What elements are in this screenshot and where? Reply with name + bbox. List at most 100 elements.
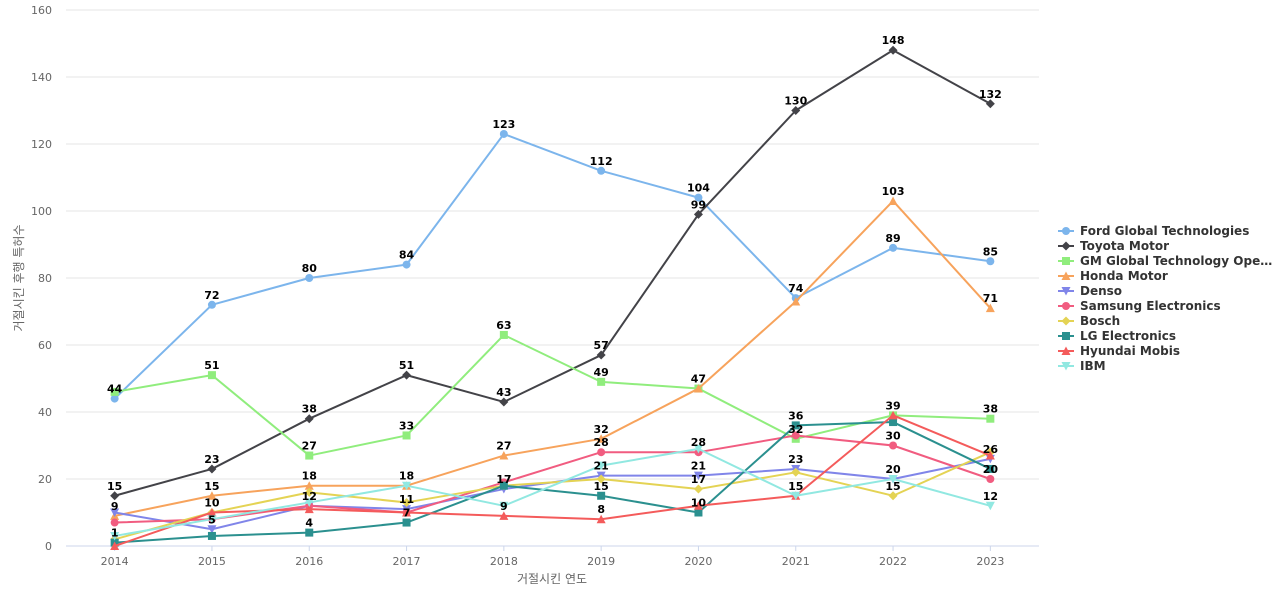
series-line-gm-global-technology-operat [113, 333, 992, 457]
y-tick-label: 80 [38, 272, 52, 285]
data-label: 17 [496, 473, 511, 486]
x-tick-label: 2023 [976, 555, 1004, 568]
data-label: 39 [885, 399, 900, 412]
data-label: 21 [593, 460, 608, 473]
data-point-ford-global-technologies [305, 274, 314, 282]
data-label: 15 [204, 480, 219, 493]
data-point-toyota-motor [985, 99, 995, 109]
series-line-bosch [113, 451, 992, 541]
series-line-ford-global-technologies [113, 132, 992, 400]
legend-symbol-ibm [1058, 361, 1074, 370]
legend-label: Toyota Motor [1080, 238, 1169, 253]
data-label: 4 [305, 517, 313, 530]
data-label: 99 [691, 198, 706, 211]
legend-item-lg-electronics[interactable]: LG Electronics [1058, 328, 1278, 343]
data-point-ford-global-technologies [499, 129, 508, 138]
data-point-toyota-motor [596, 350, 606, 360]
legend-symbol-bosch [1058, 316, 1074, 325]
grid-lines [66, 9, 1039, 547]
data-point-samsung-electronics [889, 441, 898, 450]
data-label: 57 [593, 339, 608, 352]
legend-symbol-gm-global-technology-operat [1058, 256, 1074, 265]
data-point-lg-electronics [499, 481, 508, 490]
y-tick-label: 120 [31, 138, 52, 151]
data-label: 8 [597, 503, 605, 516]
y-tick-label: 160 [31, 4, 52, 17]
data-point-ibm [791, 491, 801, 501]
data-point-honda-motor [693, 384, 703, 393]
series-line-hyundai-mobis [113, 414, 992, 547]
legend-marker [1062, 226, 1070, 235]
legend-item-toyota-motor[interactable]: Toyota Motor [1058, 238, 1278, 253]
data-point-lg-electronics [207, 531, 216, 540]
data-point-ford-global-technologies [110, 394, 119, 403]
data-label: 51 [399, 359, 414, 372]
data-point-bosch [888, 491, 898, 501]
legend-symbol-hyundai-mobis [1058, 346, 1074, 355]
data-point-toyota-motor [888, 45, 898, 55]
data-point-honda-motor [499, 451, 509, 460]
legend-item-hyundai-mobis[interactable]: Hyundai Mobis [1058, 343, 1278, 358]
data-label: 18 [302, 470, 317, 483]
legend-item-samsung-electronics[interactable]: Samsung Electronics [1058, 298, 1278, 313]
legend-marker [1061, 361, 1071, 370]
data-point-samsung-electronics [597, 448, 606, 457]
data-point-honda-motor [985, 303, 995, 313]
legend-symbol-toyota-motor [1058, 241, 1074, 250]
data-label: 130 [784, 95, 807, 108]
data-label: 32 [593, 423, 608, 436]
data-label: 28 [691, 436, 706, 449]
data-label: 15 [107, 480, 122, 493]
data-label: 112 [590, 155, 613, 168]
data-label: 132 [979, 88, 1002, 101]
data-label: 74 [788, 282, 804, 295]
series-line-samsung-electronics [113, 434, 992, 524]
series-ford-global-technologies [110, 129, 995, 403]
legend-item-ford-global-technologies[interactable]: Ford Global Technologies [1058, 223, 1278, 238]
y-tick-label: 0 [45, 540, 52, 553]
data-label: 49 [593, 366, 608, 379]
data-point-lg-electronics [986, 464, 995, 473]
data-point-toyota-motor [791, 106, 801, 115]
legend-item-bosch[interactable]: Bosch [1058, 313, 1278, 328]
data-point-hyundai-mobis [693, 501, 703, 510]
y-tick-label: 20 [38, 473, 52, 486]
series-line-toyota-motor [113, 49, 992, 497]
legend-item-ibm[interactable]: IBM [1058, 358, 1278, 373]
data-label: 15 [593, 480, 608, 493]
legend-symbol-ford-global-technologies [1058, 226, 1074, 235]
series-hyundai-mobis [110, 410, 995, 550]
data-label: 11 [399, 493, 414, 506]
legend-item-gm-global-technology-operat[interactable]: GM Global Technology Operat... [1058, 253, 1278, 268]
data-label: 26 [983, 443, 999, 456]
x-tick-label: 2019 [587, 555, 615, 568]
legend-symbol-lg-electronics [1058, 331, 1074, 340]
x-tick-label: 2020 [684, 555, 712, 568]
data-point-lg-electronics [694, 508, 703, 517]
data-label: 30 [885, 430, 901, 443]
y-axis-title: 거절시킨 후행 특허수 [11, 225, 26, 332]
x-tick-label: 2018 [490, 555, 518, 568]
data-label: 7 [403, 507, 411, 520]
legend-marker [1061, 316, 1071, 325]
data-point-gm-global-technology-operat [207, 371, 216, 380]
data-label: 103 [882, 185, 905, 198]
series-lg-electronics [110, 418, 995, 547]
legend-item-denso[interactable]: Denso [1058, 283, 1278, 298]
data-label: 28 [593, 436, 608, 449]
data-point-ibm [888, 475, 898, 484]
data-point-gm-global-technology-operat [402, 431, 411, 440]
data-point-ford-global-technologies [402, 260, 411, 269]
data-label: 10 [204, 497, 220, 510]
legend-item-honda-motor[interactable]: Honda Motor [1058, 268, 1278, 283]
legend-label: Bosch [1080, 313, 1121, 328]
data-label: 38 [983, 403, 998, 416]
legend-label: Samsung Electronics [1080, 298, 1221, 313]
data-label: 20 [885, 463, 901, 476]
data-label: 71 [983, 292, 998, 305]
data-point-ford-global-technologies [694, 193, 703, 202]
data-label: 80 [302, 262, 318, 275]
x-tick-label: 2022 [879, 555, 907, 568]
data-point-denso [207, 525, 217, 534]
